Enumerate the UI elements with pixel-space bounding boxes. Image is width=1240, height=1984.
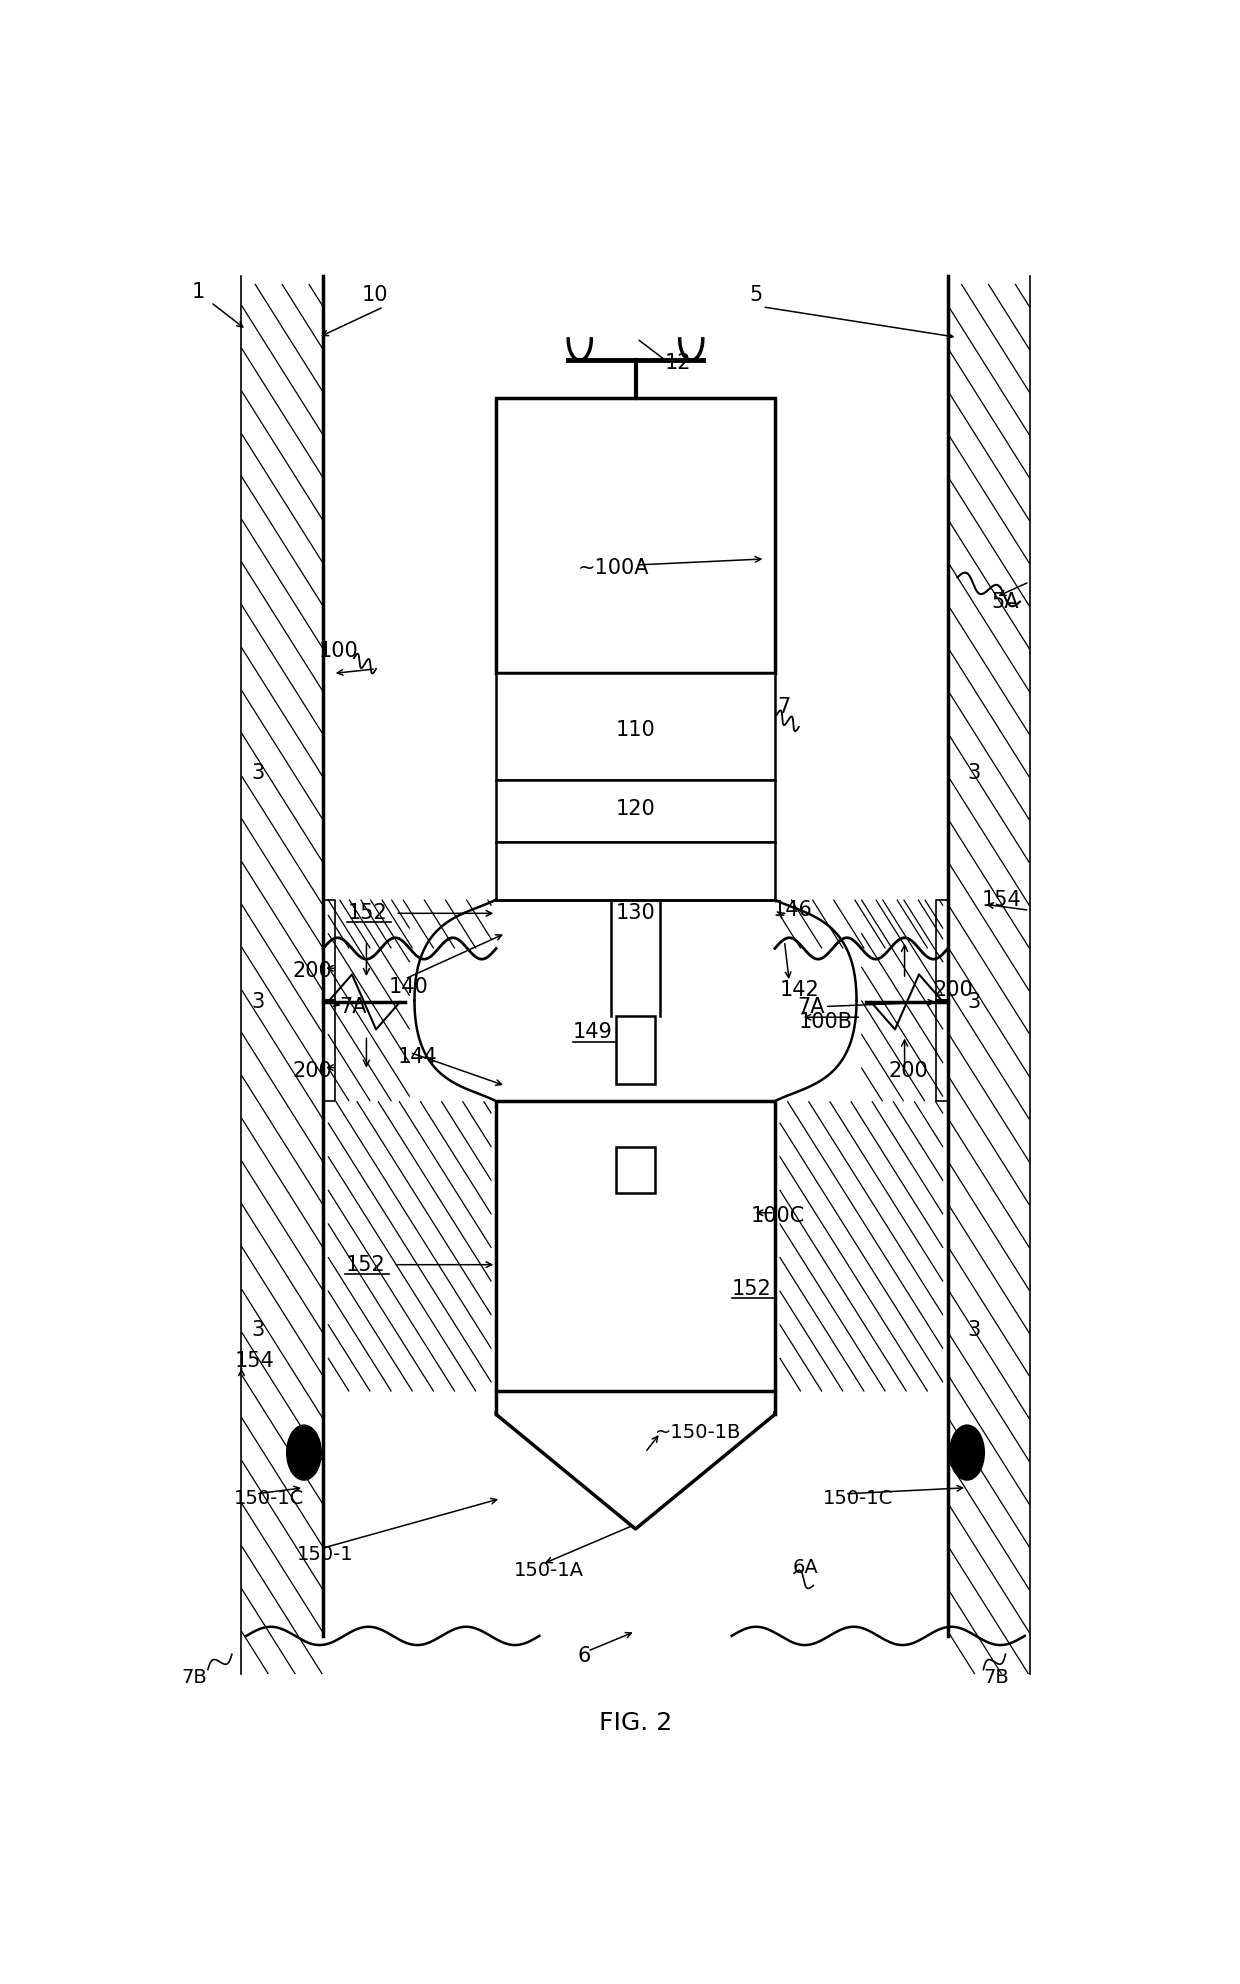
Text: 200: 200	[934, 980, 973, 1000]
Text: 152: 152	[347, 903, 387, 923]
Text: 140: 140	[388, 976, 428, 996]
Text: 150-1: 150-1	[298, 1546, 353, 1565]
Bar	[496, 673, 775, 780]
Text: 100C: 100C	[751, 1206, 805, 1226]
Text: 3: 3	[250, 992, 264, 1012]
Text: 3: 3	[967, 1321, 981, 1341]
Text: 200: 200	[293, 1061, 332, 1081]
Circle shape	[286, 1425, 321, 1480]
Text: 3: 3	[967, 992, 981, 1012]
Text: 3: 3	[250, 1321, 264, 1341]
Text: 3: 3	[967, 762, 981, 784]
Text: 110: 110	[615, 720, 656, 740]
Text: 1: 1	[191, 282, 205, 302]
Text: ~100A: ~100A	[578, 558, 650, 577]
Text: 7B: 7B	[181, 1669, 207, 1686]
Text: 200: 200	[293, 962, 332, 982]
Text: 100B: 100B	[799, 1012, 853, 1032]
Text: 100: 100	[319, 641, 358, 661]
Text: 152: 152	[732, 1280, 771, 1300]
Text: 149: 149	[573, 1022, 613, 1042]
Text: 142: 142	[780, 980, 820, 1000]
Text: 200: 200	[888, 1061, 928, 1081]
Text: 7: 7	[776, 696, 790, 716]
Bar	[496, 780, 775, 841]
Bar	[496, 399, 775, 673]
Text: 7A: 7A	[797, 996, 825, 1016]
Text: 12: 12	[665, 353, 691, 373]
Circle shape	[950, 1425, 985, 1480]
Text: ~150-1B: ~150-1B	[655, 1423, 742, 1442]
Text: 5A: 5A	[991, 591, 1018, 611]
Text: 154: 154	[234, 1351, 274, 1371]
Bar	[616, 1016, 655, 1085]
Text: 10: 10	[362, 284, 388, 306]
Text: 152: 152	[345, 1254, 386, 1274]
Bar	[496, 1101, 775, 1391]
Text: 7B: 7B	[983, 1669, 1009, 1686]
Text: 150-1C: 150-1C	[823, 1488, 893, 1508]
Text: 130: 130	[615, 903, 656, 923]
Text: FIG. 2: FIG. 2	[599, 1710, 672, 1734]
Text: 150-1A: 150-1A	[513, 1561, 584, 1579]
Bar	[616, 1147, 655, 1192]
Text: 154: 154	[982, 889, 1022, 909]
Text: 120: 120	[615, 800, 656, 819]
Text: 5: 5	[749, 284, 763, 306]
Text: 146: 146	[773, 901, 812, 921]
Text: 6: 6	[578, 1647, 591, 1667]
Text: 3: 3	[250, 762, 264, 784]
Bar	[496, 841, 775, 899]
Text: 6A: 6A	[794, 1557, 818, 1577]
Text: 150-1C: 150-1C	[234, 1488, 304, 1508]
Text: 144: 144	[398, 1048, 438, 1067]
Text: 7A: 7A	[340, 996, 367, 1016]
